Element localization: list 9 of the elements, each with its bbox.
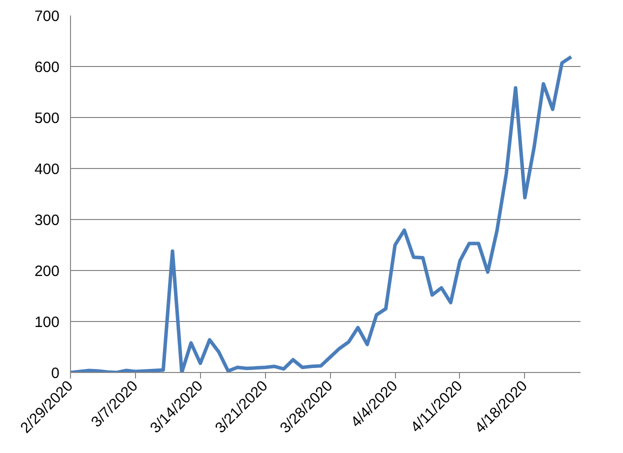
y-tick-label: 400 [34, 161, 60, 178]
y-tick-label: 500 [34, 110, 60, 127]
y-tick-label: 700 [34, 8, 60, 25]
y-tick-label: 100 [34, 314, 60, 331]
line-series [70, 55, 573, 372]
y-tick-label: 300 [34, 212, 60, 229]
y-tick-label: 0 [51, 365, 60, 382]
y-tick-label: 600 [34, 59, 60, 76]
y-tick-label: 200 [34, 263, 60, 280]
